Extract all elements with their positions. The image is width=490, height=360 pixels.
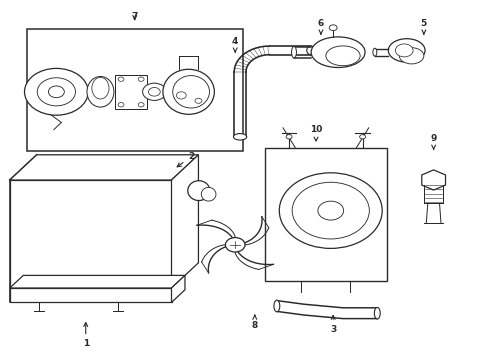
Ellipse shape bbox=[92, 77, 109, 99]
Ellipse shape bbox=[307, 46, 316, 55]
Circle shape bbox=[118, 103, 124, 107]
Circle shape bbox=[318, 201, 343, 220]
Circle shape bbox=[329, 25, 337, 31]
Polygon shape bbox=[10, 155, 198, 180]
Text: 1: 1 bbox=[83, 323, 89, 348]
Ellipse shape bbox=[233, 134, 247, 140]
Circle shape bbox=[279, 173, 382, 248]
Circle shape bbox=[195, 98, 202, 103]
Text: 7: 7 bbox=[131, 12, 138, 21]
Ellipse shape bbox=[201, 187, 216, 201]
Ellipse shape bbox=[87, 77, 114, 107]
Text: 4: 4 bbox=[232, 37, 239, 52]
Circle shape bbox=[138, 77, 144, 81]
Bar bbox=[27, 29, 243, 151]
Circle shape bbox=[292, 182, 369, 239]
Polygon shape bbox=[10, 275, 185, 288]
Ellipse shape bbox=[373, 48, 377, 56]
Polygon shape bbox=[172, 155, 198, 288]
Circle shape bbox=[143, 83, 166, 100]
Circle shape bbox=[49, 86, 64, 98]
Circle shape bbox=[286, 135, 292, 139]
Circle shape bbox=[225, 238, 245, 252]
Circle shape bbox=[24, 68, 88, 115]
Circle shape bbox=[360, 135, 366, 139]
Ellipse shape bbox=[374, 307, 380, 319]
Circle shape bbox=[37, 78, 75, 106]
Bar bbox=[265, 148, 387, 281]
Bar bbox=[115, 75, 147, 109]
Ellipse shape bbox=[326, 46, 360, 66]
Ellipse shape bbox=[188, 181, 210, 201]
Ellipse shape bbox=[292, 46, 296, 58]
Ellipse shape bbox=[399, 48, 424, 64]
Polygon shape bbox=[422, 170, 445, 190]
Circle shape bbox=[138, 103, 144, 107]
Ellipse shape bbox=[311, 37, 365, 68]
Text: 6: 6 bbox=[318, 19, 324, 34]
Ellipse shape bbox=[388, 39, 425, 62]
Text: 2: 2 bbox=[177, 152, 194, 167]
Ellipse shape bbox=[163, 69, 215, 114]
Text: 5: 5 bbox=[421, 19, 427, 34]
Circle shape bbox=[395, 44, 413, 57]
Circle shape bbox=[148, 87, 160, 96]
Polygon shape bbox=[10, 288, 172, 302]
Text: 10: 10 bbox=[310, 125, 322, 141]
Ellipse shape bbox=[172, 76, 210, 108]
Circle shape bbox=[118, 77, 124, 81]
Text: 3: 3 bbox=[330, 315, 336, 334]
Polygon shape bbox=[10, 180, 172, 288]
Text: 9: 9 bbox=[430, 134, 437, 149]
Ellipse shape bbox=[274, 300, 280, 312]
Polygon shape bbox=[172, 275, 185, 302]
Circle shape bbox=[176, 92, 186, 99]
Text: 8: 8 bbox=[252, 315, 258, 330]
